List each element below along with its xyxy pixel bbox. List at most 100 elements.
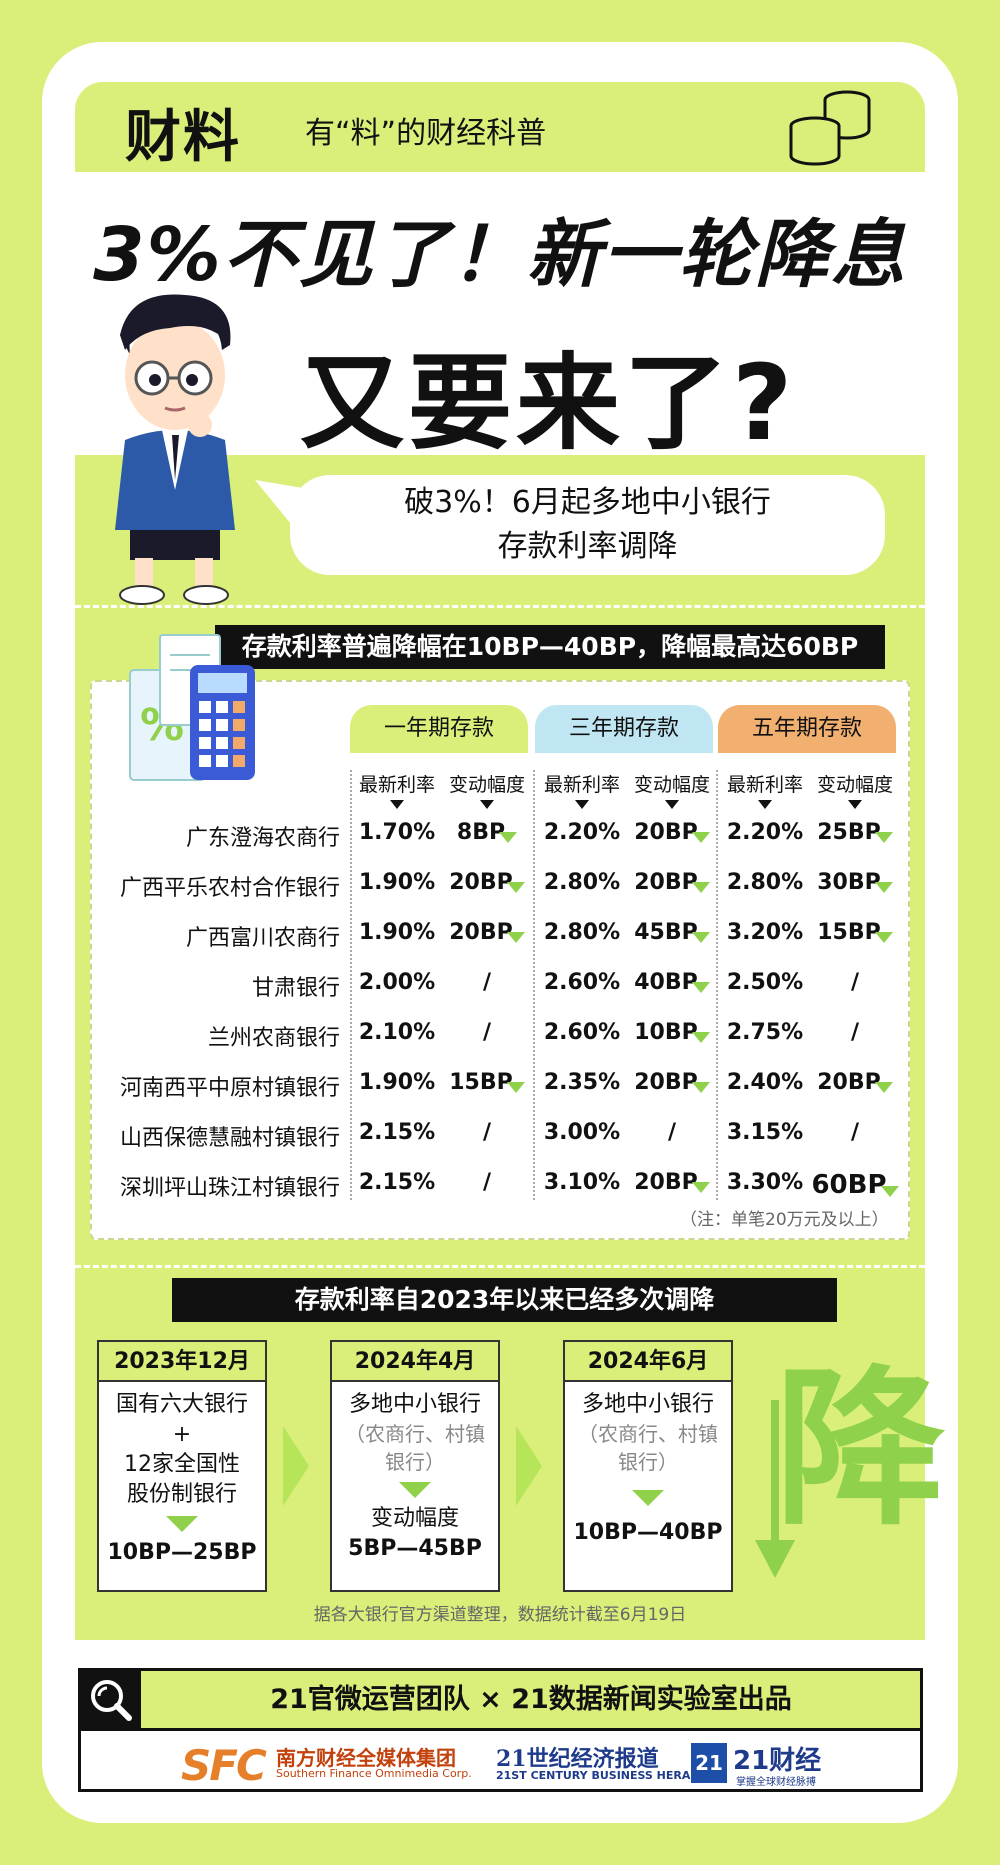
change-cell: 15BP: [442, 1070, 532, 1095]
arrow-down-icon: [758, 800, 772, 809]
rate-cell: 1.70%: [352, 820, 442, 845]
timeline-line: （农商行、村镇: [345, 1422, 485, 1446]
decrease-arrow-icon: [691, 932, 710, 943]
cell-value: 2.00%: [358, 970, 436, 995]
rate-cell: 2.80%: [537, 920, 627, 945]
cell-value: 20BP: [449, 920, 513, 945]
calculator-icon: %: [129, 634, 255, 781]
dashed-divider: [75, 605, 925, 608]
cell-value: 60BP: [811, 1170, 887, 1200]
right-arrow-icon: [283, 1426, 309, 1506]
change-cell: 20BP: [810, 1070, 900, 1095]
timeline-card-2024-04: 2024年4月 多地中小银行 （农商行、村镇 银行） 变动幅度 5BP—45BP: [330, 1340, 500, 1592]
cell-value: 15BP: [449, 1070, 513, 1095]
c21-finance-name: 21财经: [733, 1746, 822, 1776]
decline-character: 降: [775, 1351, 946, 1549]
rate-cell: 2.75%: [720, 1020, 810, 1045]
decrease-arrow-icon: [506, 932, 525, 943]
cell-value: 20BP: [634, 820, 698, 845]
column-divider: [350, 770, 352, 1200]
cell-value: 3.00%: [543, 1120, 621, 1145]
change-cell: 20BP: [627, 870, 717, 895]
rate-cell: 3.20%: [720, 920, 810, 945]
bank-name: 河南西平中原村镇银行: [119, 1076, 340, 1101]
cell-value: 1.90%: [358, 870, 436, 895]
cell-value: 20BP: [449, 870, 513, 895]
rate-cell: 2.20%: [720, 820, 810, 845]
change-cell: 20BP: [627, 1170, 717, 1195]
timeline-line: 银行）: [618, 1450, 678, 1474]
cell-value: 2.40%: [726, 1070, 804, 1095]
cell-value: 1.90%: [358, 1070, 436, 1095]
decrease-arrow-icon: [499, 832, 518, 843]
timeline-line: （农商行、村镇: [578, 1422, 718, 1446]
cell-value: 2.80%: [543, 870, 621, 895]
timeline-line: 多地中小银行: [581, 1392, 714, 1417]
bank-name: 山西保德慧融村镇银行: [119, 1126, 340, 1151]
bank-name: 深圳坪山珠江村镇银行: [119, 1176, 340, 1201]
decrease-arrow-icon: [691, 982, 710, 993]
cell-value: 2.75%: [726, 1020, 804, 1045]
timeline-line: 国有六大银行: [115, 1392, 248, 1417]
search-icon: [81, 1671, 141, 1728]
change-cell: 20BP: [627, 820, 717, 845]
header-bar: [75, 82, 925, 172]
rate-cell: 2.80%: [537, 870, 627, 895]
change-cell: /: [442, 970, 532, 995]
cell-value: 20BP: [817, 1070, 881, 1095]
sub-head-rate: 最新利率: [358, 774, 435, 796]
cell-value: /: [850, 1020, 860, 1045]
arrow-down-icon: [848, 800, 862, 809]
change-cell: 10BP: [627, 1020, 717, 1045]
timeline-range: 10BP—25BP: [107, 1540, 257, 1565]
change-cell: /: [810, 1020, 900, 1045]
timeline-line: 12家全国性: [124, 1452, 240, 1477]
rate-cell: 2.60%: [537, 1020, 627, 1045]
slogan: 有“料”的财经科普: [305, 116, 547, 151]
sub-head-change: 变动幅度: [633, 774, 710, 796]
timeline-card-2023-12: 2023年12月 国有六大银行 + 12家全国性 股份制银行 10BP—25BP: [97, 1340, 267, 1592]
change-cell: /: [810, 1120, 900, 1145]
right-arrow-icon: [516, 1426, 542, 1506]
arrow-down-icon: [480, 800, 494, 809]
cell-value: 2.80%: [543, 920, 621, 945]
change-cell: /: [442, 1120, 532, 1145]
arrow-down-icon: [575, 800, 589, 809]
mascot-illustration: [115, 294, 235, 605]
change-cell: 25BP: [810, 820, 900, 845]
cell-value: 3.20%: [726, 920, 804, 945]
change-cell: 20BP: [442, 870, 532, 895]
cell-value: 2.60%: [543, 1020, 621, 1045]
decrease-arrow-icon: [874, 1082, 893, 1093]
timeline-range: 10BP—40BP: [573, 1520, 723, 1545]
data-source: 据各大银行官方渠道整理，数据统计截至6月19日: [313, 1605, 687, 1625]
cell-value: 2.15%: [358, 1170, 436, 1195]
cell-value: 40BP: [634, 970, 698, 995]
col-group-1y: 一年期存款: [350, 705, 528, 753]
rate-cell: 3.00%: [537, 1120, 627, 1145]
sub-head-change: 变动幅度: [816, 774, 893, 796]
timeline-extra: 变动幅度: [370, 1506, 459, 1531]
headline-line2: 又要来了?: [300, 342, 797, 464]
decrease-arrow-icon: [506, 1082, 525, 1093]
down-arrow-icon: [755, 1400, 795, 1578]
decrease-arrow-icon: [874, 882, 893, 893]
rate-cell: 2.15%: [352, 1120, 442, 1145]
cell-value: 2.35%: [543, 1070, 621, 1095]
sub-head-rate: 最新利率: [543, 774, 620, 796]
cell-value: 20BP: [634, 1170, 698, 1195]
cell-value: /: [482, 1120, 492, 1145]
timeline-line: 银行）: [385, 1450, 445, 1474]
arrow-down-icon: [390, 800, 404, 809]
rate-cell: 1.90%: [352, 920, 442, 945]
rate-cell: 3.15%: [720, 1120, 810, 1145]
change-cell: /: [810, 970, 900, 995]
timeline-line: +: [172, 1422, 192, 1447]
decrease-arrow-icon: [691, 882, 710, 893]
cell-value: 1.70%: [358, 820, 436, 845]
cell-value: /: [482, 1020, 492, 1045]
rate-cell: 2.80%: [720, 870, 810, 895]
cell-value: /: [482, 1170, 492, 1195]
sfc-name-en: Southern Finance Omnimedia Corp.: [276, 1767, 472, 1780]
change-cell: 40BP: [627, 970, 717, 995]
